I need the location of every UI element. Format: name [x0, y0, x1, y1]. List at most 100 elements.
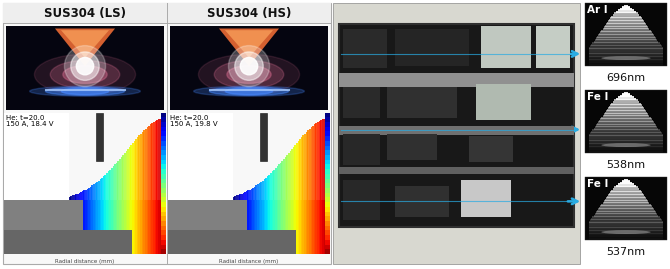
Bar: [155, 121, 157, 200]
Bar: [618, 183, 634, 185]
Text: 150 A, 19.8 V: 150 A, 19.8 V: [170, 121, 218, 127]
Bar: [589, 233, 663, 235]
Ellipse shape: [50, 61, 120, 89]
Bar: [325, 197, 330, 202]
Bar: [90, 200, 92, 254]
Bar: [278, 200, 280, 254]
Bar: [100, 179, 101, 200]
Bar: [286, 155, 288, 200]
Bar: [261, 200, 262, 254]
Text: 538nm: 538nm: [606, 160, 646, 170]
Bar: [595, 213, 657, 215]
Bar: [78, 200, 80, 254]
Bar: [616, 11, 636, 13]
Bar: [117, 200, 119, 254]
Bar: [80, 192, 82, 200]
Bar: [600, 205, 652, 207]
Bar: [254, 187, 256, 200]
Bar: [339, 126, 574, 135]
Bar: [119, 159, 121, 200]
Bar: [589, 221, 663, 223]
Bar: [113, 166, 115, 200]
Bar: [82, 191, 84, 200]
Bar: [269, 175, 271, 200]
Bar: [6, 26, 164, 110]
Bar: [277, 166, 279, 200]
Bar: [119, 200, 121, 254]
Polygon shape: [55, 29, 115, 66]
Text: Fe I: Fe I: [587, 92, 608, 102]
Bar: [291, 200, 293, 254]
Bar: [151, 200, 153, 254]
Bar: [69, 200, 71, 254]
Bar: [589, 58, 663, 60]
Bar: [161, 132, 166, 136]
Bar: [325, 216, 330, 221]
Bar: [597, 123, 655, 125]
Bar: [161, 122, 166, 127]
Bar: [255, 185, 257, 200]
Bar: [103, 176, 105, 200]
Bar: [589, 140, 663, 142]
Bar: [608, 194, 644, 196]
Bar: [94, 183, 96, 200]
Text: He: t=20.0: He: t=20.0: [170, 115, 208, 121]
Bar: [139, 135, 141, 200]
Bar: [325, 118, 327, 200]
Bar: [262, 200, 264, 254]
Bar: [108, 200, 110, 254]
Bar: [589, 222, 663, 224]
Bar: [306, 200, 308, 254]
Ellipse shape: [225, 88, 273, 95]
Bar: [301, 200, 303, 254]
Bar: [244, 192, 246, 200]
Bar: [153, 122, 155, 200]
Bar: [140, 200, 142, 254]
Bar: [161, 136, 166, 141]
Bar: [589, 151, 663, 153]
Bar: [161, 188, 166, 193]
Bar: [325, 136, 330, 141]
Bar: [246, 191, 248, 200]
Bar: [304, 134, 306, 200]
Bar: [297, 200, 299, 254]
Bar: [257, 200, 259, 254]
Bar: [4, 230, 132, 254]
Bar: [238, 195, 240, 200]
Bar: [387, 133, 437, 160]
Bar: [602, 204, 651, 206]
Ellipse shape: [46, 87, 125, 95]
Bar: [585, 90, 667, 153]
Bar: [158, 200, 160, 254]
Bar: [589, 227, 663, 229]
Bar: [333, 3, 580, 264]
Bar: [161, 117, 166, 122]
Bar: [161, 169, 166, 174]
Bar: [325, 245, 330, 249]
Ellipse shape: [214, 61, 284, 89]
Bar: [163, 200, 165, 254]
Bar: [299, 200, 301, 254]
Bar: [156, 200, 158, 254]
Bar: [324, 200, 326, 254]
Bar: [589, 150, 663, 151]
Bar: [596, 37, 656, 40]
Bar: [595, 39, 657, 41]
Bar: [103, 200, 105, 254]
Bar: [622, 6, 630, 8]
Bar: [387, 87, 456, 118]
Bar: [259, 183, 261, 200]
Bar: [147, 200, 149, 254]
Bar: [161, 197, 166, 202]
Bar: [609, 19, 643, 21]
Bar: [294, 200, 296, 254]
Text: SUS304 (HS): SUS304 (HS): [207, 6, 291, 19]
Bar: [589, 235, 663, 237]
Bar: [598, 208, 654, 210]
Bar: [325, 231, 330, 235]
Bar: [254, 200, 256, 254]
Bar: [135, 200, 137, 254]
Bar: [141, 132, 143, 200]
Bar: [325, 122, 330, 127]
Bar: [325, 212, 330, 216]
